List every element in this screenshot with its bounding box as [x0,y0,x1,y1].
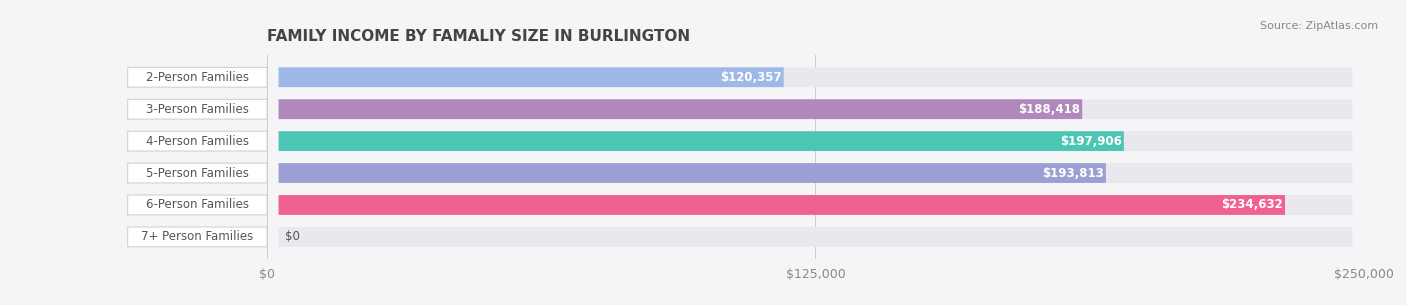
FancyBboxPatch shape [128,163,267,183]
Text: 5-Person Families: 5-Person Families [146,167,249,180]
FancyBboxPatch shape [128,195,267,215]
FancyBboxPatch shape [278,131,1123,151]
Text: $197,906: $197,906 [1060,135,1122,148]
FancyBboxPatch shape [278,195,1285,215]
FancyBboxPatch shape [278,163,1107,183]
Text: FAMILY INCOME BY FAMALIY SIZE IN BURLINGTON: FAMILY INCOME BY FAMALIY SIZE IN BURLING… [267,29,690,44]
FancyBboxPatch shape [278,195,1353,215]
FancyBboxPatch shape [128,67,267,87]
FancyBboxPatch shape [278,163,1353,183]
FancyBboxPatch shape [278,227,1353,247]
FancyBboxPatch shape [278,99,1083,119]
FancyBboxPatch shape [278,67,1353,87]
Text: $0: $0 [284,230,299,243]
FancyBboxPatch shape [128,131,267,151]
Text: 6-Person Families: 6-Person Families [146,199,249,211]
FancyBboxPatch shape [278,67,783,87]
Text: Source: ZipAtlas.com: Source: ZipAtlas.com [1260,21,1378,31]
Text: 7+ Person Families: 7+ Person Families [142,230,253,243]
Text: $234,632: $234,632 [1222,199,1284,211]
Text: $120,357: $120,357 [720,71,782,84]
FancyBboxPatch shape [128,99,267,119]
Text: 3-Person Families: 3-Person Families [146,103,249,116]
Text: $193,813: $193,813 [1042,167,1104,180]
FancyBboxPatch shape [278,99,1353,119]
FancyBboxPatch shape [278,131,1353,151]
Text: 2-Person Families: 2-Person Families [146,71,249,84]
Text: 4-Person Families: 4-Person Families [146,135,249,148]
Text: $188,418: $188,418 [1018,103,1081,116]
FancyBboxPatch shape [128,227,267,247]
